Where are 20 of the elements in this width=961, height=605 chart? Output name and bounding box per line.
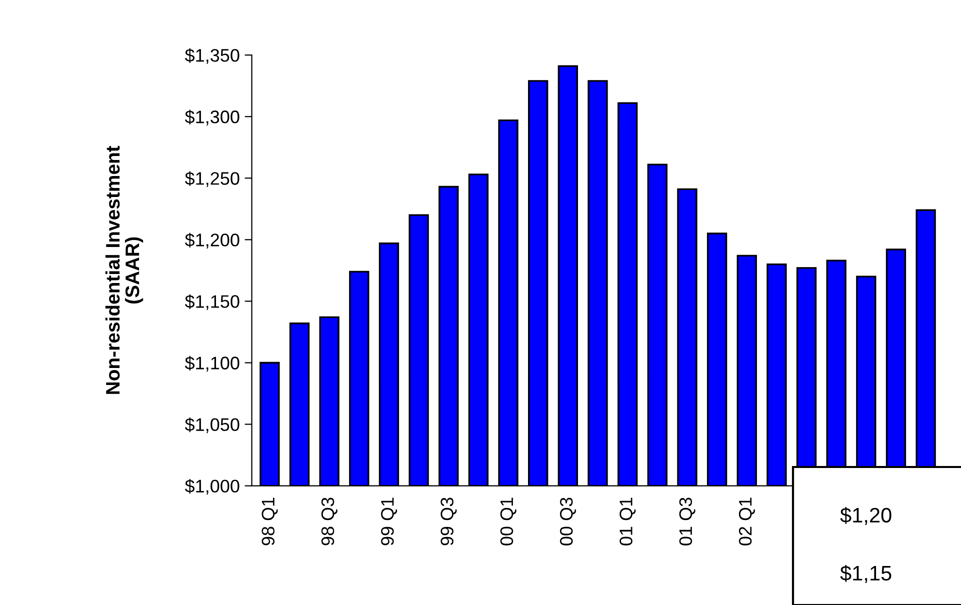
x-tick-label: 02 Q1 — [738, 498, 755, 546]
x-tick-label: 99 Q3 — [440, 498, 457, 546]
x-tick-label: 98 Q1 — [262, 498, 278, 546]
x-tick-label: 00 Q3 — [560, 498, 576, 546]
text: $1,20 — [840, 506, 892, 526]
x-tick-label: 98 Q3 — [321, 498, 338, 546]
y-tick-label: $1,000 — [184, 478, 240, 495]
y-tick-label: $1,250 — [184, 171, 240, 187]
x-tick-label: 01 Q1 — [620, 498, 636, 546]
text: $1,15 — [840, 564, 892, 584]
x-tick-label: 99 Q1 — [381, 498, 398, 546]
y-tick-label: $1,200 — [184, 232, 240, 249]
y-tick-label: $1,050 — [184, 417, 240, 434]
x-tick-label: 01 Q3 — [679, 498, 696, 546]
y-tick-label: $1,300 — [184, 110, 240, 126]
x-tick-label: 00 Q1 — [500, 498, 516, 546]
y-tick-label: $1,150 — [184, 294, 240, 310]
y-axis-title: Non-residential Investment (SAAR) — [105, 146, 144, 394]
y-tick-label: $1,350 — [184, 48, 240, 64]
y-tick-label: $1,100 — [184, 356, 240, 372]
